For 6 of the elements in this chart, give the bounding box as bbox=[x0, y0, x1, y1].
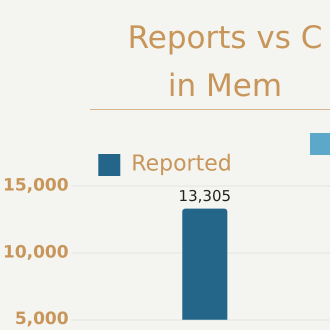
chart-title: Reports vs C in Mem bbox=[126, 19, 324, 106]
y-tick-label: 10,000 bbox=[2, 242, 69, 262]
legend-label: Reported bbox=[131, 152, 232, 177]
y-tick-label: 5,000 bbox=[14, 309, 69, 330]
data-label: 13,305 bbox=[178, 187, 232, 206]
y-tick-label: 15,000 bbox=[2, 175, 69, 196]
